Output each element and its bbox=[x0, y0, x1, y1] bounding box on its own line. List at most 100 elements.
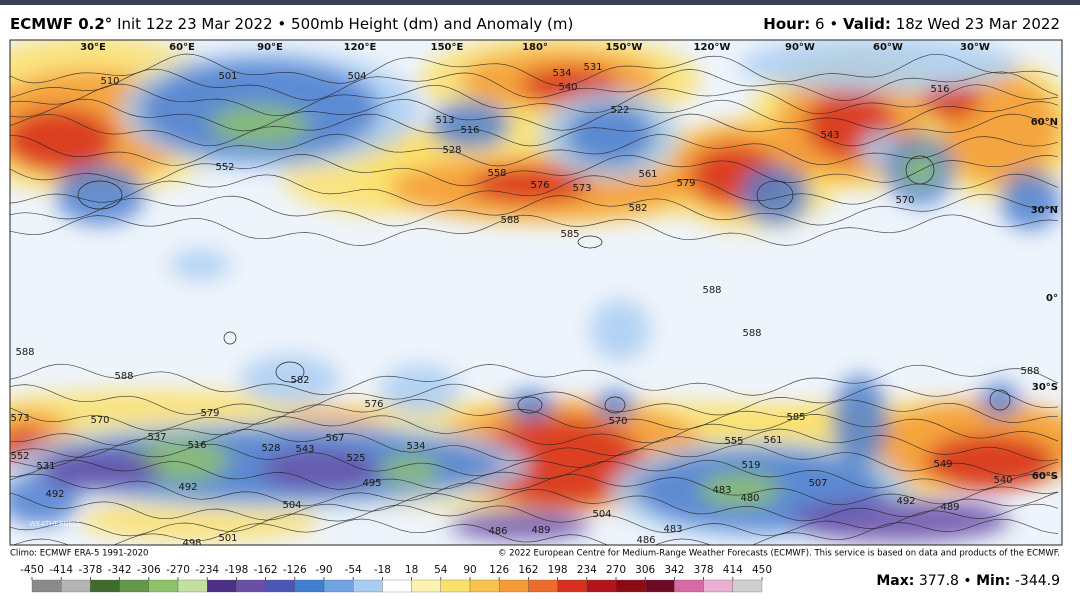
min-label: Min: bbox=[976, 573, 1010, 589]
contour-line bbox=[10, 68, 1059, 101]
colorbar-segment bbox=[499, 579, 529, 593]
anomaly-blob bbox=[450, 510, 590, 540]
colorbar-tick-label: 90 bbox=[463, 564, 476, 576]
latitude-label: 30°N bbox=[1031, 205, 1058, 216]
colorbar-segment bbox=[294, 579, 325, 593]
colorbar-segment bbox=[528, 579, 558, 593]
contour-label: 534 bbox=[406, 441, 425, 452]
latitude-label: 60°S bbox=[1032, 471, 1058, 482]
copyright: © 2022 European Centre for Medium-Range … bbox=[498, 549, 1060, 559]
contour-label: 576 bbox=[364, 399, 383, 410]
contour-line bbox=[10, 214, 1059, 246]
contour-label: 531 bbox=[583, 62, 602, 73]
anomaly-shading bbox=[10, 40, 1062, 542]
contour-label: 534 bbox=[552, 68, 571, 79]
contour-label: 513 bbox=[435, 115, 454, 126]
colorbar-tick-label: -126 bbox=[283, 564, 307, 576]
contour-label: 492 bbox=[178, 482, 197, 493]
hour-label: Hour: bbox=[763, 15, 810, 33]
separator: • bbox=[829, 15, 838, 33]
longitude-label: 60°W bbox=[873, 42, 903, 53]
longitude-label: 120°W bbox=[694, 42, 731, 53]
contour-label: 501 bbox=[218, 533, 237, 544]
contour-ring bbox=[77, 180, 123, 210]
contour-label: 528 bbox=[261, 443, 280, 454]
contour-label: 483 bbox=[712, 485, 731, 496]
header-left: ECMWF 0.2° Init 12z 23 Mar 2022 • 500mb … bbox=[10, 15, 573, 33]
contour-label: 525 bbox=[346, 453, 365, 464]
anomaly-blob bbox=[40, 450, 160, 490]
contour-label: 561 bbox=[638, 169, 657, 180]
contour-ring bbox=[223, 331, 237, 345]
contour-ring bbox=[604, 396, 626, 414]
colorbar-segment bbox=[674, 579, 704, 593]
anomaly-blob bbox=[1000, 170, 1060, 230]
colorbar-tick-label: -342 bbox=[108, 564, 132, 576]
contour-label: 588 bbox=[702, 285, 721, 296]
anomaly-blob bbox=[475, 417, 645, 507]
valid: 18z Wed 23 Mar 2022 bbox=[896, 15, 1060, 33]
colorbar-tick-label: -306 bbox=[137, 564, 161, 576]
colorbar-segment bbox=[148, 579, 179, 593]
contour-line bbox=[10, 488, 1059, 522]
contour-line bbox=[10, 193, 1059, 227]
climo: Climo: ECMWF ERA-5 1991-2020 bbox=[10, 549, 148, 559]
colorbar-segment bbox=[236, 579, 266, 593]
anomaly-blob bbox=[10, 475, 80, 525]
colorbar-segment bbox=[440, 579, 471, 593]
contour-ring bbox=[577, 235, 603, 249]
anomaly-blob bbox=[740, 40, 1020, 93]
contour-label: 573 bbox=[572, 183, 591, 194]
colorbar-tick-label: 342 bbox=[664, 564, 684, 576]
contour-label: 537 bbox=[147, 432, 166, 443]
colorbar-segment bbox=[557, 579, 587, 593]
hour: 6 bbox=[815, 15, 825, 33]
longitude-label: 90°W bbox=[785, 42, 815, 53]
model: ECMWF 0.2° bbox=[10, 15, 112, 33]
valid-label: Valid: bbox=[843, 15, 891, 33]
colorbar-tick-label: -270 bbox=[166, 564, 190, 576]
colorbar-tick-label: 414 bbox=[723, 564, 743, 576]
anomaly-blob bbox=[380, 455, 440, 485]
contour-label: 552 bbox=[215, 162, 234, 173]
contour-label: 558 bbox=[487, 168, 506, 179]
longitude-label: 90°E bbox=[257, 42, 283, 53]
anomaly-blob bbox=[700, 472, 780, 508]
contour-label: 504 bbox=[282, 500, 301, 511]
colorbar-segment bbox=[61, 579, 91, 593]
contour-label: 507 bbox=[808, 478, 827, 489]
max: 377.8 bbox=[919, 573, 959, 589]
colorbar-tick-label: -378 bbox=[78, 564, 102, 576]
anomaly-blob bbox=[595, 390, 635, 420]
contour-label: 540 bbox=[993, 475, 1012, 486]
colorbar-tick-label: -18 bbox=[374, 564, 391, 576]
contour-line bbox=[10, 133, 1059, 167]
contour-label: 561 bbox=[763, 435, 782, 446]
colorbar-tick-label: 162 bbox=[518, 564, 538, 576]
latitude-label: 30°S bbox=[1032, 382, 1058, 393]
contour-label: 585 bbox=[786, 412, 805, 423]
colorbar-tick-label: -234 bbox=[195, 564, 219, 576]
map-frame bbox=[9, 39, 1063, 546]
contour-label: 573 bbox=[10, 413, 29, 424]
contour-label: 492 bbox=[896, 496, 915, 507]
contour-label: 585 bbox=[560, 229, 579, 240]
anomaly-blob bbox=[505, 390, 555, 420]
colorbar-segment bbox=[732, 579, 763, 593]
description: Init 12z 23 Mar 2022 • 500mb Height (dm)… bbox=[117, 15, 573, 33]
longitude-label: 30°W bbox=[960, 42, 990, 53]
longitude-label: 120°E bbox=[344, 42, 377, 53]
colorbar-tick-label: 270 bbox=[606, 564, 626, 576]
colorbar-tick-label: -414 bbox=[49, 564, 73, 576]
contour-label: 570 bbox=[895, 195, 914, 206]
longitude-label: 150°E bbox=[431, 42, 464, 53]
map: 30°E 60°E 90°E 120°E 150°E 180° 150°W 120°W 90°W… bbox=[10, 40, 1062, 545]
contour-line bbox=[10, 473, 1059, 507]
map-labels: 30°E 60°E 90°E 120°E 150°E 180° 150°W 120°W 90°W… bbox=[10, 42, 1058, 545]
contour-label: 531 bbox=[36, 461, 55, 472]
contour-label: 588 bbox=[1020, 366, 1039, 377]
colorbar-tick-label: 198 bbox=[548, 564, 568, 576]
anomaly-blob bbox=[210, 105, 310, 145]
colorbar-segment bbox=[586, 579, 617, 593]
